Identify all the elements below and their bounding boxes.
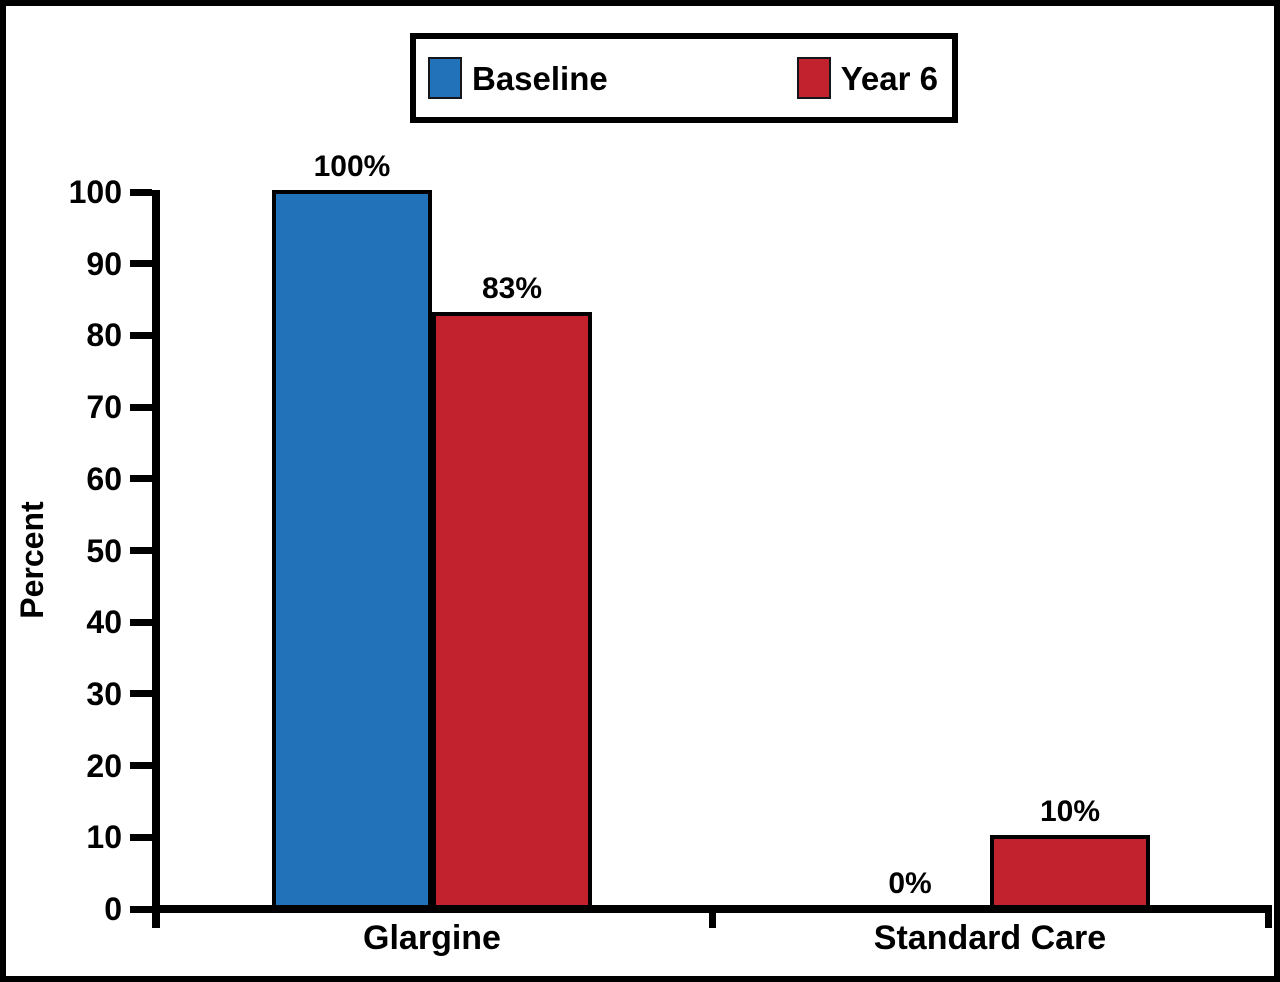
bar [272, 190, 432, 909]
bar-value-label: 100% [313, 150, 391, 183]
bar [432, 311, 592, 909]
y-tick-label: 50 [86, 532, 122, 569]
x-boundary-tick [1265, 913, 1272, 928]
y-tick-label: 40 [86, 604, 122, 641]
legend-label-year6: Year 6 [840, 59, 938, 97]
bar-value-label: 0% [888, 867, 932, 900]
year6-color-swatch [796, 57, 831, 99]
category-label: Glargine [363, 919, 501, 957]
x-axis [152, 905, 1272, 913]
y-tick-label: 10 [86, 819, 122, 856]
y-tick [130, 547, 152, 554]
y-tick [130, 331, 152, 339]
category-label: Standard Care [873, 919, 1107, 957]
y-tick [130, 762, 152, 770]
y-tick-label: 20 [86, 747, 122, 784]
y-tick-label: 60 [86, 460, 122, 497]
y-tick [130, 188, 152, 196]
legend-item-year6: Year 6 [796, 57, 938, 99]
y-tick [130, 260, 152, 268]
y-tick-label: 80 [86, 317, 122, 354]
y-tick-label: 70 [86, 389, 122, 426]
y-tick [130, 475, 152, 483]
y-tick-label: 30 [86, 675, 122, 712]
x-boundary-tick [709, 913, 716, 928]
legend-label-baseline: Baseline [472, 59, 608, 97]
y-tick [130, 618, 152, 626]
y-tick [130, 833, 152, 841]
plot-area: 0 10 20 30 40 50 60 70 80 90 100 100% 83% Glargine 0% 1… [6, 6, 1274, 976]
bar [990, 835, 1150, 909]
legend: Baseline Year 6 [410, 33, 958, 123]
y-axis [152, 190, 160, 928]
y-tick-label: 90 [86, 245, 122, 282]
y-tick [130, 905, 152, 913]
y-tick-label: 0 [104, 891, 122, 927]
bar-value-label: 83% [481, 271, 543, 305]
y-tick [130, 690, 152, 698]
baseline-color-swatch [428, 57, 462, 99]
y-tick-label: 100 [68, 174, 122, 210]
legend-item-baseline: Baseline [428, 57, 608, 99]
bar-value-label: 10% [1039, 795, 1101, 829]
y-tick [130, 403, 152, 411]
